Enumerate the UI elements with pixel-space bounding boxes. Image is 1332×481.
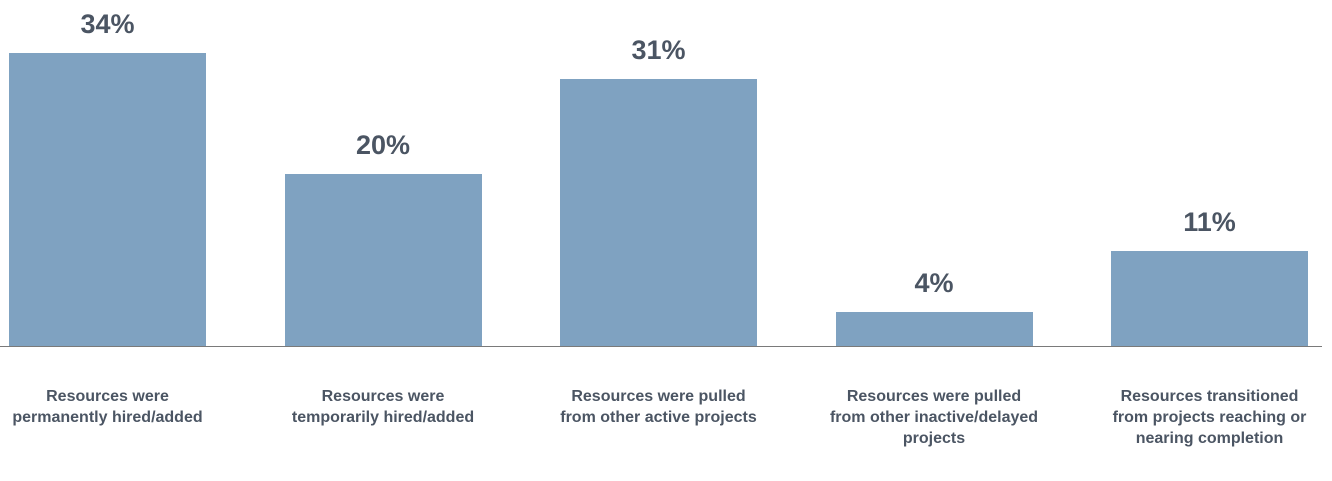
category-label: Resources were permanently hired/added <box>12 388 203 426</box>
data-label: 34% <box>80 9 135 39</box>
data-label: 11% <box>1183 207 1236 238</box>
data-label: 20% <box>355 129 411 160</box>
data-label: 4% <box>914 267 954 298</box>
bar <box>284 173 482 346</box>
category-label: Resources were temporarily hired/added <box>291 388 475 426</box>
bar <box>560 78 757 346</box>
bar <box>835 311 1033 346</box>
bar <box>9 53 206 346</box>
category-label: Resources transitioned from projects rea… <box>1112 388 1307 447</box>
data-label: 31% <box>631 34 686 65</box>
category-label: Resources were pulled from other inactiv… <box>829 388 1039 447</box>
bar <box>1111 251 1308 346</box>
baseline <box>0 346 1322 347</box>
category-label: Resources were pulled from other active … <box>560 388 757 426</box>
